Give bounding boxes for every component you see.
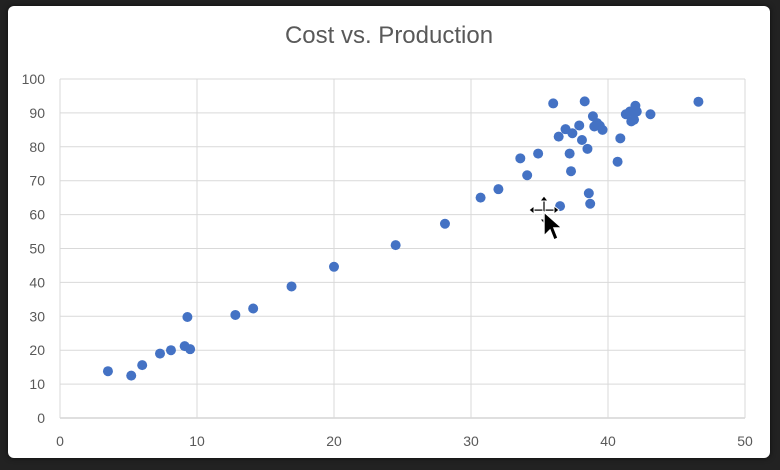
x-tick-label: 10 bbox=[189, 433, 205, 449]
data-point[interactable] bbox=[553, 131, 564, 142]
data-point[interactable] bbox=[548, 98, 559, 109]
y-tick-label: 10 bbox=[29, 376, 45, 392]
y-tick-label: 50 bbox=[29, 241, 45, 257]
data-point[interactable] bbox=[615, 133, 626, 144]
data-point[interactable] bbox=[566, 166, 577, 177]
y-tick-label: 100 bbox=[22, 71, 46, 87]
data-point[interactable] bbox=[629, 114, 640, 125]
data-point[interactable] bbox=[515, 153, 526, 164]
data-point[interactable] bbox=[631, 106, 642, 117]
data-point[interactable] bbox=[597, 124, 608, 135]
data-point[interactable] bbox=[576, 135, 587, 146]
data-point[interactable] bbox=[693, 96, 704, 107]
data-point[interactable] bbox=[533, 148, 544, 159]
data-point[interactable] bbox=[329, 261, 339, 272]
y-tick-label: 80 bbox=[29, 139, 45, 155]
data-point[interactable] bbox=[185, 344, 196, 355]
data-point[interactable] bbox=[564, 148, 575, 159]
x-tick-label: 50 bbox=[737, 433, 753, 449]
data-point[interactable] bbox=[182, 311, 193, 322]
data-point[interactable] bbox=[286, 281, 297, 292]
data-point[interactable] bbox=[585, 198, 596, 209]
y-tick-label: 40 bbox=[29, 274, 45, 290]
chart-title: Cost vs. Production bbox=[285, 22, 493, 49]
data-point[interactable] bbox=[230, 309, 241, 320]
scatter-chart: Cost vs. Production 0 10 20 30 40 50 60 70 80 90 1… bbox=[22, 22, 753, 449]
data-point[interactable] bbox=[612, 156, 623, 167]
gridlines bbox=[59, 78, 746, 419]
data-point[interactable] bbox=[574, 120, 585, 131]
y-tick-label: 90 bbox=[29, 105, 45, 121]
data-point[interactable] bbox=[102, 366, 113, 377]
tick-labels: 0 10 20 30 40 50 60 70 80 90 100 0 10 20 30 40 50 bbox=[22, 71, 753, 449]
data-point[interactable] bbox=[493, 184, 504, 195]
data-point[interactable] bbox=[645, 109, 656, 120]
data-point[interactable] bbox=[155, 348, 166, 359]
data-point[interactable] bbox=[165, 345, 176, 356]
move-cursor-icon bbox=[528, 196, 564, 241]
y-tick-label: 30 bbox=[29, 308, 45, 324]
data-point[interactable] bbox=[126, 370, 137, 381]
x-tick-label: 30 bbox=[463, 433, 479, 449]
data-point[interactable] bbox=[522, 170, 533, 181]
data-point[interactable] bbox=[475, 192, 486, 203]
data-point[interactable] bbox=[390, 240, 401, 251]
y-tick-label: 60 bbox=[29, 207, 45, 223]
data-point[interactable] bbox=[579, 96, 590, 107]
y-tick-label: 20 bbox=[29, 342, 45, 358]
data-point[interactable] bbox=[582, 143, 593, 154]
x-tick-label: 0 bbox=[56, 433, 64, 449]
data-point[interactable] bbox=[439, 218, 450, 229]
chart-area[interactable]: Cost vs. Production 0 10 20 30 40 50 60 70 80 90 1… bbox=[8, 6, 770, 458]
data-point[interactable] bbox=[137, 360, 148, 371]
x-tick-label: 40 bbox=[600, 433, 616, 449]
x-tick-label: 20 bbox=[326, 433, 342, 449]
y-tick-label: 0 bbox=[37, 410, 45, 426]
data-point[interactable] bbox=[583, 188, 594, 199]
y-tick-label: 70 bbox=[29, 173, 45, 189]
data-point[interactable] bbox=[248, 303, 259, 314]
data-point[interactable] bbox=[567, 128, 578, 139]
data-points bbox=[102, 96, 704, 381]
